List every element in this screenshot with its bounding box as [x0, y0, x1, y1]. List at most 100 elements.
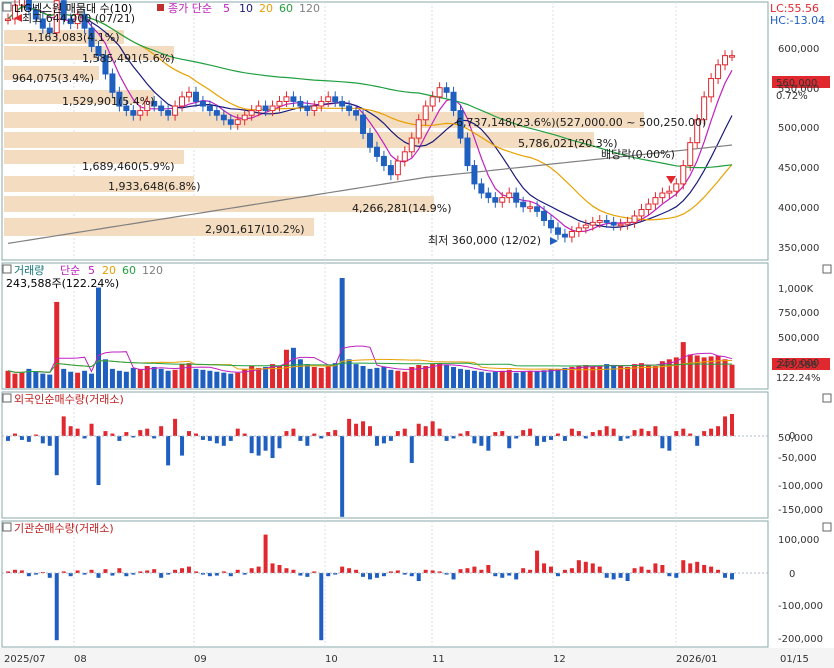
volume-bar[interactable]: [639, 363, 644, 388]
volume-bar[interactable]: [659, 361, 665, 388]
foreign-net-bar[interactable]: [618, 436, 623, 441]
foreign-net-bar[interactable]: [117, 436, 122, 441]
institution-net-bar[interactable]: [479, 569, 484, 573]
institution-net-bar[interactable]: [486, 565, 491, 573]
institution-net-bar[interactable]: [374, 573, 379, 578]
candle-body[interactable]: [589, 221, 596, 226]
volume-bar[interactable]: [618, 366, 624, 388]
foreign-net-bar[interactable]: [40, 436, 45, 444]
volume-bar[interactable]: [318, 367, 324, 388]
foreign-net-bar[interactable]: [214, 436, 219, 444]
candle-body[interactable]: [95, 45, 102, 57]
candle-body[interactable]: [624, 221, 631, 225]
institution-net-bar[interactable]: [214, 573, 219, 576]
candle-body[interactable]: [492, 197, 499, 203]
foreign-net-bar[interactable]: [333, 430, 338, 436]
volume-bar[interactable]: [242, 368, 248, 388]
candle-body[interactable]: [659, 192, 666, 199]
candle-body[interactable]: [60, 0, 67, 20]
foreign-net-bar[interactable]: [695, 436, 700, 446]
volume-bar[interactable]: [235, 372, 241, 388]
volume-bar[interactable]: [54, 301, 60, 388]
volume-bar[interactable]: [179, 364, 185, 388]
candle-body[interactable]: [527, 206, 534, 209]
institution-net-bar[interactable]: [131, 573, 136, 575]
foreign-net-bar[interactable]: [430, 421, 435, 436]
institution-net-bar[interactable]: [569, 568, 574, 573]
foreign-net-bar[interactable]: [166, 436, 171, 466]
volume-bar[interactable]: [388, 369, 394, 388]
volume-bar[interactable]: [33, 371, 39, 388]
candle-body[interactable]: [652, 197, 659, 205]
volume-bar[interactable]: [109, 368, 115, 388]
candle-body[interactable]: [513, 192, 520, 203]
candle-body[interactable]: [213, 110, 220, 116]
institution-net-bar[interactable]: [326, 573, 331, 577]
institution-net-bar[interactable]: [416, 573, 421, 581]
candle-body[interactable]: [387, 165, 394, 176]
volume-bar[interactable]: [423, 366, 429, 388]
institution-net-bar[interactable]: [180, 568, 185, 573]
institution-net-bar[interactable]: [152, 569, 157, 573]
foreign-net-bar[interactable]: [395, 431, 400, 436]
foreign-net-bar[interactable]: [535, 436, 540, 446]
institution-net-bar[interactable]: [660, 565, 665, 573]
foreign-net-bar[interactable]: [61, 416, 66, 436]
volume-bar[interactable]: [19, 372, 25, 388]
volume-bar[interactable]: [555, 368, 561, 388]
institution-net-bar[interactable]: [291, 569, 296, 573]
volume-bar[interactable]: [464, 369, 470, 388]
volume-bar[interactable]: [130, 367, 136, 388]
volume-bar[interactable]: [332, 363, 338, 388]
candle-body[interactable]: [353, 110, 360, 116]
candle-body[interactable]: [694, 119, 701, 144]
candle-body[interactable]: [165, 110, 172, 116]
candle-body[interactable]: [478, 183, 485, 194]
institution-net-bar[interactable]: [82, 573, 87, 575]
volume-bar[interactable]: [186, 363, 192, 388]
volume-bar[interactable]: [374, 367, 380, 388]
volume-bar[interactable]: [694, 355, 700, 388]
institution-net-bar[interactable]: [33, 573, 38, 575]
volume-bar[interactable]: [680, 342, 686, 388]
volume-bar[interactable]: [116, 370, 122, 388]
institution-net-bar[interactable]: [611, 573, 616, 580]
volume-bar[interactable]: [645, 365, 651, 388]
foreign-net-bar[interactable]: [611, 428, 616, 436]
candle-body[interactable]: [144, 100, 151, 112]
foreign-net-bar[interactable]: [381, 436, 386, 444]
foreign-net-bar[interactable]: [249, 436, 254, 454]
volume-bar[interactable]: [172, 369, 178, 388]
foreign-close-icon[interactable]: [822, 393, 832, 403]
volume-bar[interactable]: [437, 363, 443, 388]
volume-bar[interactable]: [534, 371, 540, 388]
volume-bar[interactable]: [82, 370, 88, 388]
foreign-net-bar[interactable]: [228, 436, 233, 441]
foreign-net-bar[interactable]: [110, 433, 115, 436]
candle-body[interactable]: [582, 224, 589, 229]
institution-net-bar[interactable]: [709, 566, 714, 573]
candle-body[interactable]: [283, 96, 290, 102]
candle-body[interactable]: [520, 201, 527, 208]
volume-bar[interactable]: [395, 370, 401, 388]
institution-net-bar[interactable]: [514, 573, 519, 580]
foreign-net-bar[interactable]: [131, 436, 136, 438]
volume-bar[interactable]: [701, 357, 707, 388]
volume-bar[interactable]: [137, 368, 143, 388]
candle-body[interactable]: [74, 13, 81, 25]
candle-body[interactable]: [318, 100, 325, 107]
institution-net-bar[interactable]: [521, 568, 526, 573]
foreign-net-bar[interactable]: [597, 430, 602, 436]
volume-bar[interactable]: [499, 370, 505, 388]
candle-body[interactable]: [367, 133, 373, 148]
candle-body[interactable]: [471, 165, 478, 185]
foreign-net-bar[interactable]: [96, 436, 101, 485]
candle-body[interactable]: [360, 114, 367, 134]
volume-bar[interactable]: [576, 366, 582, 388]
foreign-net-bar[interactable]: [437, 428, 442, 436]
candle-body[interactable]: [172, 105, 179, 116]
institution-net-bar[interactable]: [625, 573, 630, 581]
candle-body[interactable]: [192, 91, 199, 102]
volume-bar[interactable]: [346, 359, 352, 388]
